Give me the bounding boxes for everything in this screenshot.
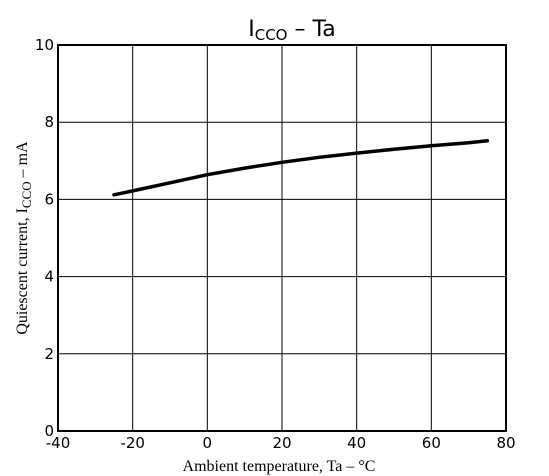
x-tick-labels: -40 -20 0 20 40 60 80 [46, 434, 516, 452]
x-tick-label: 40 [347, 434, 366, 452]
x-tick-label: -40 [46, 434, 71, 452]
grid-lines [58, 45, 506, 431]
series-line [112, 138, 490, 197]
y-tick-label: 2 [44, 345, 54, 363]
y-label-main: Quiescent current, I [14, 208, 31, 335]
y-label-rest: – mA [14, 141, 31, 181]
y-label-subscript: CCO [19, 181, 34, 208]
series-group [112, 138, 490, 197]
y-tick-label: 10 [35, 36, 54, 54]
title-subscript: CCO [255, 26, 288, 44]
title-main: I [248, 17, 255, 42]
y-tick-labels: 0 2 4 6 8 10 [35, 36, 54, 440]
x-tick-label: 60 [422, 434, 441, 452]
x-tick-label: 0 [203, 434, 213, 452]
y-axis-label: Quiescent current, ICCO – mA [14, 141, 34, 335]
x-tick-label: -20 [120, 434, 145, 452]
plot-frame [57, 44, 507, 432]
y-tick-label: 0 [44, 422, 54, 440]
y-tick-label: 6 [44, 190, 54, 208]
y-tick-label: 8 [44, 113, 54, 131]
x-axis-label: Ambient temperature, Ta – °C [183, 458, 376, 475]
y-tick-label: 4 [44, 268, 54, 286]
title-rest: – Ta [288, 17, 336, 42]
x-tick-label: 80 [496, 434, 515, 452]
x-tick-label: 20 [272, 434, 291, 452]
chart-title: ICCO – Ta [248, 17, 336, 44]
